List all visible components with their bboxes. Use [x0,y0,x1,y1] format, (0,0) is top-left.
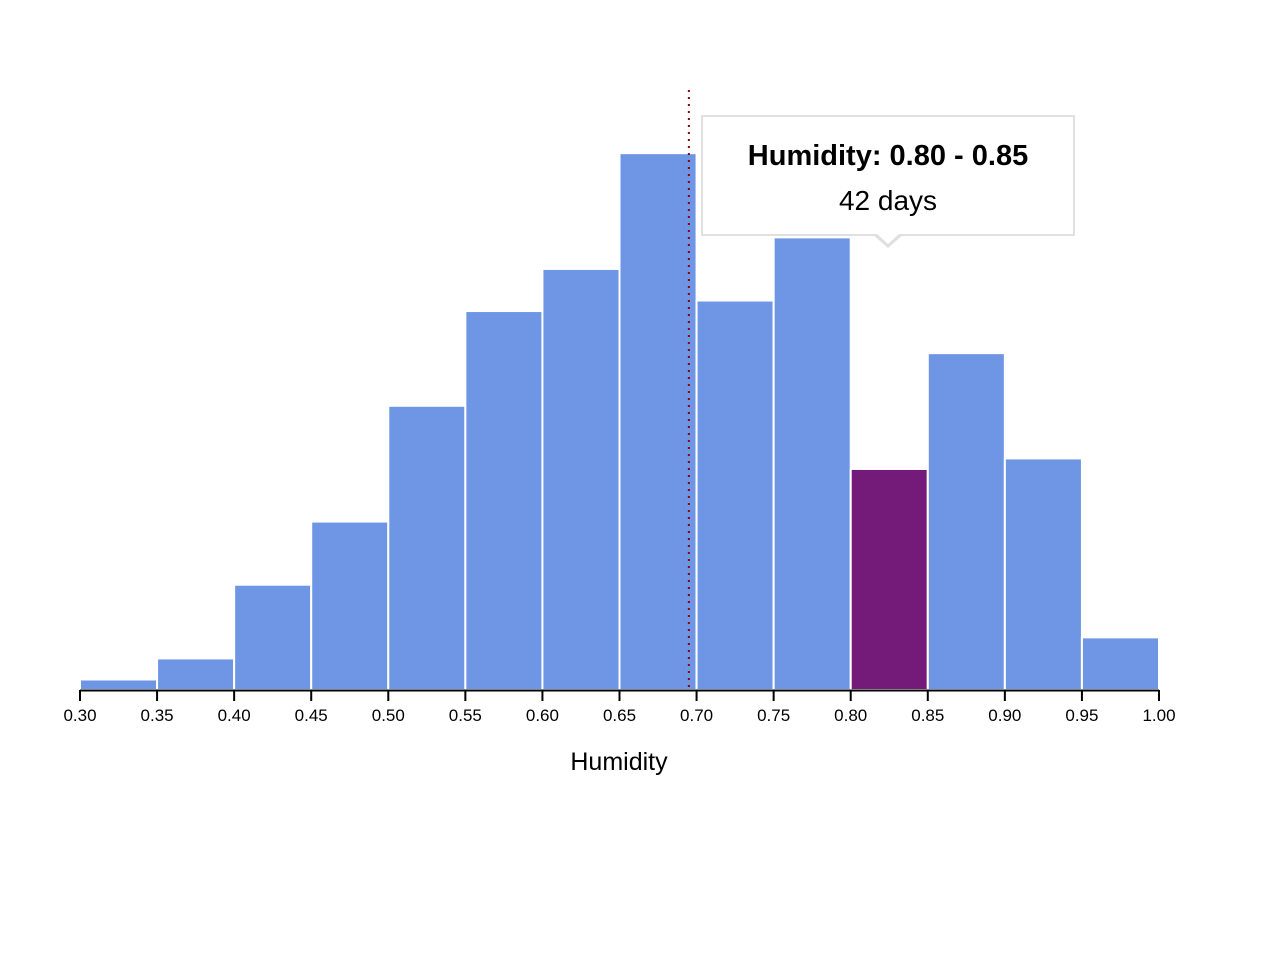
x-axis-tick-label: 0.55 [449,706,482,725]
histogram-bar[interactable] [695,299,775,691]
tooltip-arrow [872,232,904,248]
histogram-bar[interactable] [233,583,313,691]
x-axis-tick-label: 0.60 [526,706,559,725]
x-axis-tick-label: 0.85 [911,706,944,725]
tooltip-title: Humidity: 0.80 - 0.85 [747,140,1029,172]
histogram-bar[interactable] [387,404,467,691]
x-axis-tick-label: 0.45 [295,706,328,725]
histogram-bar[interactable] [79,678,159,692]
histogram-bar[interactable] [156,657,236,692]
x-axis-tick-label: 0.95 [1065,706,1098,725]
histogram-bar[interactable] [310,520,390,691]
histogram-bar[interactable] [772,236,852,692]
x-axis-tick-label: 0.50 [372,706,405,725]
histogram-bar[interactable] [541,267,621,691]
x-axis-tick-label: 0.65 [603,706,636,725]
bars-layer [79,152,1161,692]
x-axis-tick-label: 0.30 [63,706,96,725]
histogram-bar-highlighted[interactable] [849,467,929,691]
x-axis-tick-label: 0.35 [141,706,174,725]
x-axis-tick-label: 0.75 [757,706,790,725]
x-axis: 0.30 0.35 0.40 0.45 0.50 0.55 0.60 0.65 0.70 0.75… [63,689,1176,725]
x-axis-tick-label: 0.90 [988,706,1021,725]
histogram-bar[interactable] [926,352,1006,691]
histogram-bar[interactable] [464,310,544,691]
histogram-bar[interactable] [618,152,698,691]
x-axis-tick-label: 0.70 [680,706,713,725]
bar-tooltip: Humidity: 0.80 - 0.85 42 days [701,115,1075,248]
x-axis-tick-label: 0.40 [218,706,251,725]
histogram-bar[interactable] [1080,636,1161,691]
x-axis-title: Humidity [570,748,668,776]
x-axis-tick-label: 0.80 [834,706,867,725]
tooltip-value: 42 days [838,185,938,216]
x-axis-tick-label: 1.00 [1142,706,1175,725]
histogram-bar[interactable] [1003,457,1083,691]
